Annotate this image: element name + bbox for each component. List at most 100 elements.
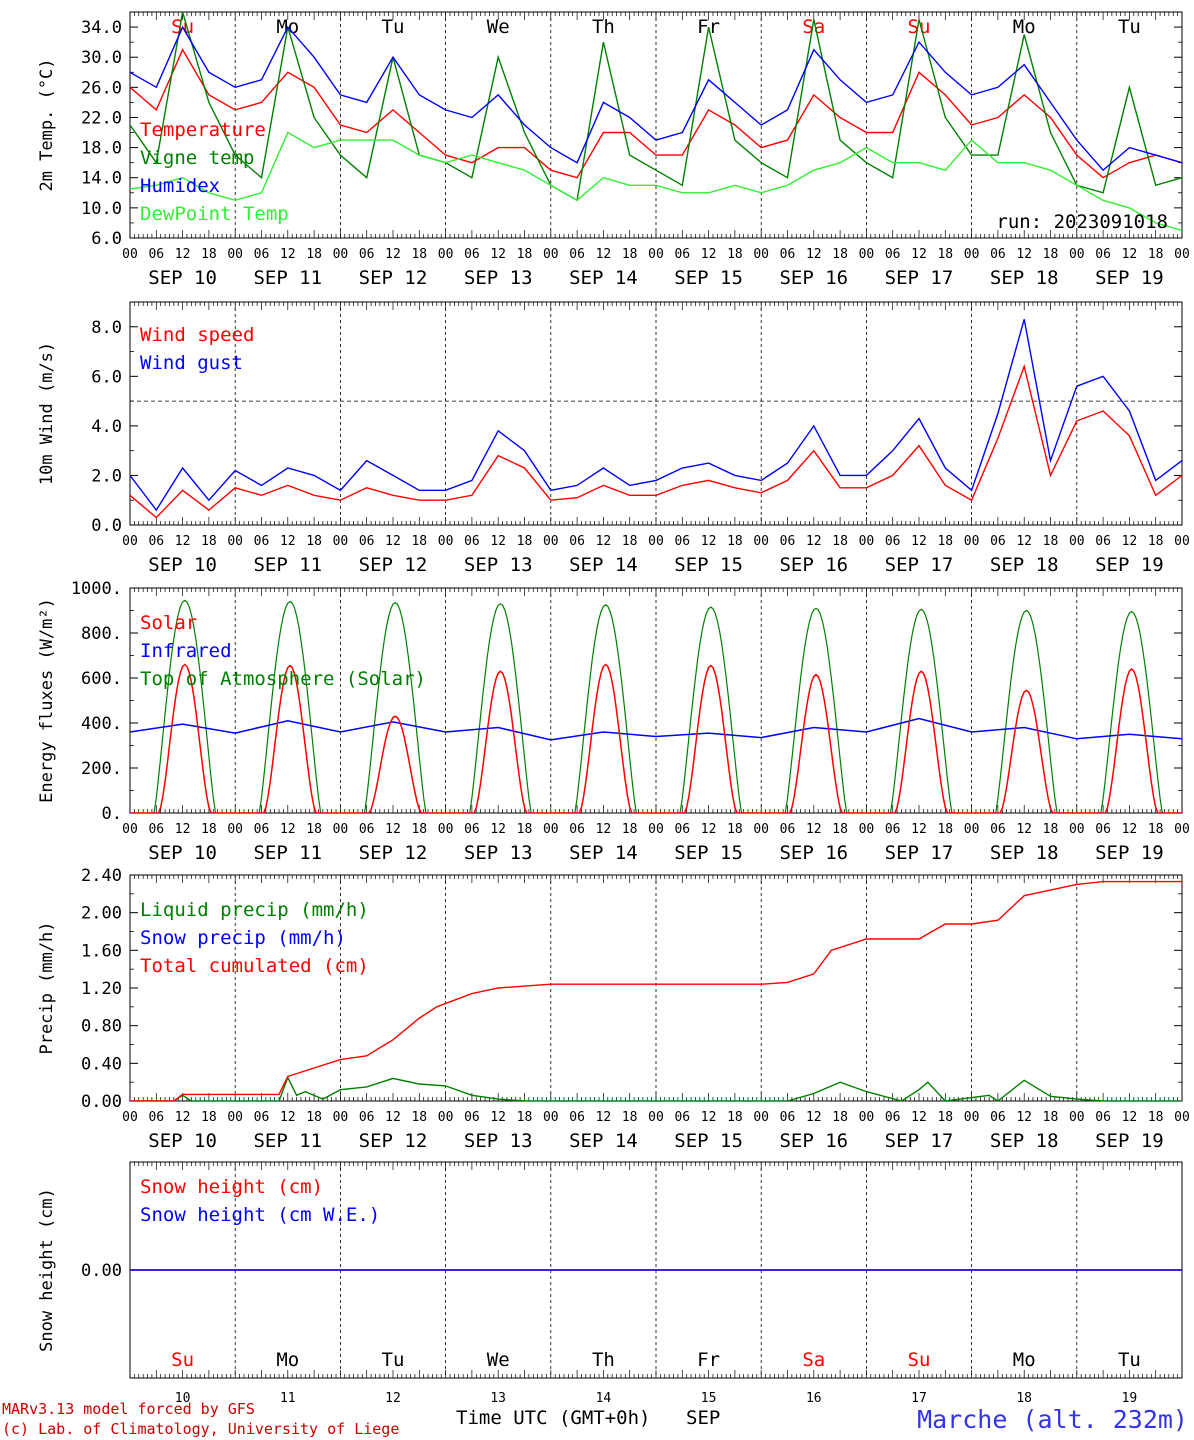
y-axis-label: Energy fluxes (W/m²) bbox=[37, 598, 57, 803]
date-label: SEP 13 bbox=[464, 1130, 533, 1152]
hour-label: 06 bbox=[254, 822, 270, 837]
hour-label: 12 bbox=[806, 247, 822, 262]
hour-label: 06 bbox=[148, 822, 164, 837]
hour-label: 06 bbox=[569, 822, 585, 837]
hour-label: 12 bbox=[175, 822, 191, 837]
hour-label: 00 bbox=[122, 1110, 138, 1125]
hour-label: 12 bbox=[175, 534, 191, 549]
legend-entry: Snow height (cm W.E.) bbox=[140, 1204, 380, 1226]
month-label: SEP bbox=[686, 1407, 720, 1429]
hour-label: 12 bbox=[1122, 822, 1138, 837]
day-abbr: Su bbox=[908, 1349, 931, 1371]
date-label: SEP 13 bbox=[464, 554, 533, 576]
hour-label: 12 bbox=[280, 247, 296, 262]
hour-label: 12 bbox=[1122, 534, 1138, 549]
series-line-liquid-precip-mm-h bbox=[130, 1075, 1182, 1101]
hour-label: 06 bbox=[780, 822, 796, 837]
date-label: SEP 17 bbox=[885, 267, 954, 289]
date-label: SEP 10 bbox=[148, 554, 217, 576]
footer: MARv3.13 model forced by GFS (c) Lab. of … bbox=[2, 1400, 1188, 1438]
hour-label: 18 bbox=[306, 247, 322, 262]
hour-label: 12 bbox=[280, 1110, 296, 1125]
hour-label: 00 bbox=[964, 822, 980, 837]
hour-label: 18 bbox=[306, 534, 322, 549]
series-line-temperature bbox=[130, 48, 1182, 179]
date-label: SEP 15 bbox=[674, 554, 743, 576]
date-label: SEP 12 bbox=[359, 554, 428, 576]
legend-entry: Wind speed bbox=[140, 324, 254, 346]
hour-label: 00 bbox=[964, 1110, 980, 1125]
hour-label: 12 bbox=[806, 534, 822, 549]
hour-label: 18 bbox=[832, 534, 848, 549]
y-axis-label: 10m Wind (m/s) bbox=[37, 342, 57, 485]
date-label: SEP 15 bbox=[674, 1130, 743, 1152]
day-abbr: We bbox=[487, 16, 510, 38]
date-label: SEP 10 bbox=[148, 267, 217, 289]
panel-energy: 0. 200. 400. 600. 800. 1000. Energy fluxes (W/… bbox=[37, 579, 1190, 864]
y-tick-label: 18.0 bbox=[81, 139, 122, 159]
hour-label: 00 bbox=[648, 534, 664, 549]
date-label: SEP 16 bbox=[779, 554, 848, 576]
legend-entry: DewPoint Temp bbox=[140, 203, 289, 225]
hour-label: 00 bbox=[964, 534, 980, 549]
day-abbr: Tu bbox=[382, 1349, 405, 1371]
date-label: SEP 17 bbox=[885, 842, 954, 864]
hour-label: 06 bbox=[990, 1110, 1006, 1125]
day-abbr: Fr bbox=[697, 1349, 720, 1371]
hour-label: 00 bbox=[753, 247, 769, 262]
hour-label: 00 bbox=[753, 534, 769, 549]
legend-entry: Liquid precip (mm/h) bbox=[140, 899, 369, 921]
date-label: SEP 14 bbox=[569, 1130, 638, 1152]
hour-label: 12 bbox=[490, 534, 506, 549]
hour-label: 18 bbox=[517, 822, 533, 837]
hour-label: 18 bbox=[832, 247, 848, 262]
panel-precip: 0.00 0.40 0.80 1.20 1.60 2.00 2.40 Precip (mm/h… bbox=[37, 866, 1190, 1152]
hour-label: 06 bbox=[569, 247, 585, 262]
y-tick-label: 6.0 bbox=[91, 229, 122, 249]
hour-label: 00 bbox=[333, 247, 349, 262]
hour-label: 18 bbox=[1043, 247, 1059, 262]
hour-label: 06 bbox=[674, 534, 690, 549]
plot-frame bbox=[129, 301, 1183, 526]
hour-ticks bbox=[129, 875, 1183, 1101]
hour-label: 18 bbox=[201, 822, 217, 837]
hour-label: 06 bbox=[674, 822, 690, 837]
hour-label: 00 bbox=[122, 247, 138, 262]
series-group bbox=[130, 880, 1182, 1101]
hour-label: 18 bbox=[727, 247, 743, 262]
day-number: 13 bbox=[490, 1391, 506, 1406]
date-label: SEP 18 bbox=[990, 842, 1059, 864]
date-label: SEP 19 bbox=[1095, 554, 1164, 576]
hour-label: 18 bbox=[622, 822, 638, 837]
hour-label: 00 bbox=[1069, 534, 1085, 549]
hour-label: 06 bbox=[148, 247, 164, 262]
hour-label: 18 bbox=[937, 247, 953, 262]
hour-label: 18 bbox=[201, 534, 217, 549]
panel-wind: 0.0 2.0 4.0 6.0 8.0 10m Wind (m/s) 00 06 12 18 SEP… bbox=[37, 301, 1190, 576]
hour-label: 00 bbox=[438, 1110, 454, 1125]
day-abbr: Sa bbox=[802, 16, 825, 38]
y-tick-label: 1000. bbox=[71, 579, 122, 599]
hour-label: 12 bbox=[596, 822, 612, 837]
hour-label: 06 bbox=[359, 1110, 375, 1125]
hour-label: 00 bbox=[859, 1110, 875, 1125]
series-line-total-cumulated-cm bbox=[130, 880, 1182, 1101]
hour-label: 06 bbox=[464, 247, 480, 262]
hour-label: 00 bbox=[122, 822, 138, 837]
y-tick-label: 2.40 bbox=[81, 866, 122, 886]
y-tick-label: 200. bbox=[81, 759, 122, 779]
hour-label: 18 bbox=[517, 1110, 533, 1125]
hour-label: 06 bbox=[1095, 822, 1111, 837]
hour-label: 18 bbox=[1148, 534, 1164, 549]
hour-label: 18 bbox=[937, 822, 953, 837]
hour-label: 06 bbox=[780, 1110, 796, 1125]
hour-label: 12 bbox=[596, 247, 612, 262]
day-number: 15 bbox=[701, 1391, 717, 1406]
hour-label: 06 bbox=[990, 822, 1006, 837]
day-abbr: Mo bbox=[276, 1349, 299, 1371]
day-number: 16 bbox=[806, 1391, 822, 1406]
hour-label: 12 bbox=[806, 822, 822, 837]
date-label: SEP 18 bbox=[990, 1130, 1059, 1152]
hour-label: 12 bbox=[385, 822, 401, 837]
